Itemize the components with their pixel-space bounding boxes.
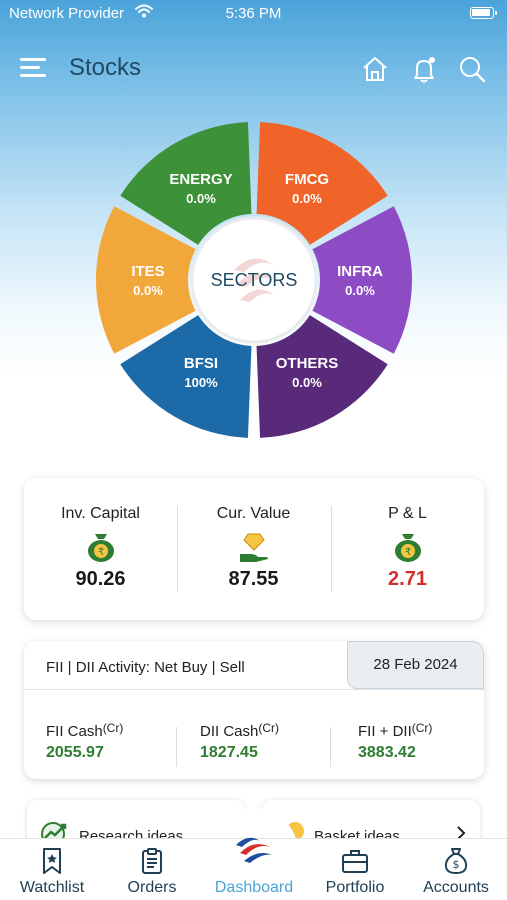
- tab-dashboard[interactable]: Dashboard: [204, 837, 304, 900]
- sector-value-label: 0.0%: [345, 283, 375, 298]
- page-title: Stocks: [69, 54, 142, 81]
- money-bag-dollar-icon: $: [442, 847, 470, 875]
- sector-value-label: 0.0%: [186, 191, 216, 206]
- inv-capital-label: Inv. Capital: [61, 505, 140, 522]
- pnl-value: 2.71: [388, 568, 427, 590]
- pnl-label: P & L: [388, 505, 427, 522]
- dii-cash-value: 1827.45: [200, 744, 258, 761]
- sectors-center-label: SECTORS: [211, 270, 298, 290]
- sector-name-label: FMCG: [285, 171, 329, 188]
- svg-text:$: $: [453, 858, 460, 871]
- carrier-name: Network Provider: [9, 5, 125, 22]
- divider: [176, 727, 177, 767]
- bell-icon[interactable]: [409, 54, 439, 84]
- sector-value-label: 0.0%: [292, 191, 322, 206]
- battery-icon: [470, 7, 497, 19]
- tab-accounts-label: Accounts: [423, 879, 489, 896]
- cur-value-value: 87.55: [228, 568, 279, 590]
- chevron-right-icon: [456, 826, 466, 845]
- sector-name-label: INFRA: [337, 263, 383, 280]
- svg-text:₹: ₹: [405, 547, 411, 558]
- clipboard-icon: [138, 847, 166, 875]
- sector-value-label: 100%: [184, 375, 218, 390]
- divider: [331, 506, 332, 592]
- fii-dii-sum-col: FII + DII(Cr) 3883.42: [358, 721, 432, 762]
- pnl-col: P & L ₹ 2.71: [331, 478, 484, 620]
- brand-logo-icon: [230, 831, 278, 871]
- inv-capital-col: Inv. Capital ₹ 90.26: [24, 478, 177, 620]
- portfolio-summary-card: Inv. Capital ₹ 90.26 Cur. Value 87.55 P …: [24, 478, 484, 620]
- sector-slice-ites[interactable]: [96, 206, 196, 354]
- tab-orders-label: Orders: [127, 879, 177, 896]
- sector-name-label: OTHERS: [276, 355, 339, 372]
- divider: [24, 689, 484, 690]
- sector-slice-energy[interactable]: [120, 122, 252, 245]
- tab-accounts[interactable]: $ Accounts: [406, 839, 506, 900]
- sectors-donut: ENERGY 0.0% FMCG 0.0% INFRA 0.0% OTHERS 0.0% BFS…: [96, 122, 412, 438]
- clock: 5:36 PM: [225, 5, 282, 22]
- fii-dii-date-button[interactable]: 28 Feb 2024: [347, 641, 484, 689]
- bottom-tab-bar: Watchlist Orders Dashboard: [0, 837, 507, 900]
- tab-portfolio-label: Portfolio: [325, 879, 385, 896]
- fii-cash-value: 2055.97: [46, 744, 104, 761]
- dii-cash-col: DII Cash(Cr) 1827.45: [200, 721, 279, 762]
- sector-value-label: 0.0%: [133, 283, 163, 298]
- sectors-chart: ENERGY 0.0% FMCG 0.0% INFRA 0.0% OTHERS 0.0% BFS…: [94, 120, 414, 440]
- money-bag-icon: ₹: [83, 530, 119, 564]
- app-header: Stocks: [0, 44, 507, 94]
- svg-text:₹: ₹: [98, 547, 104, 558]
- tab-portfolio[interactable]: Portfolio: [305, 839, 405, 900]
- sector-slice-others[interactable]: [256, 315, 388, 438]
- sector-name-label: ITES: [131, 263, 164, 280]
- wifi-icon: [135, 4, 153, 22]
- home-icon[interactable]: [360, 54, 390, 84]
- hand-diamond-icon: [236, 530, 272, 564]
- fii-dii-heading: FII | DII Activity: Net Buy | Sell: [46, 659, 245, 676]
- divider: [330, 727, 331, 767]
- cur-value-label: Cur. Value: [216, 505, 291, 522]
- inv-capital-value: 90.26: [75, 568, 126, 590]
- tab-watchlist[interactable]: Watchlist: [2, 839, 102, 900]
- dii-cash-label: DII Cash(Cr): [200, 721, 280, 740]
- money-bag-icon: ₹: [390, 530, 426, 564]
- tab-orders[interactable]: Orders: [102, 839, 202, 900]
- search-icon[interactable]: [457, 54, 487, 84]
- fii-dii-sum-value: 3883.42: [358, 744, 416, 761]
- sector-name-label: BFSI: [184, 355, 218, 372]
- tab-watchlist-label: Watchlist: [19, 879, 85, 896]
- menu-icon[interactable]: [20, 56, 50, 80]
- fii-cash-label: FII Cash(Cr): [46, 721, 124, 740]
- fii-dii-sum-label: FII + DII(Cr): [358, 721, 433, 740]
- sector-slice-fmcg[interactable]: [256, 122, 388, 245]
- fii-dii-card: FII | DII Activity: Net Buy | Sell 28 Fe…: [24, 641, 484, 779]
- status-bar: Network Provider 5:36 PM: [0, 0, 507, 28]
- fii-cash-col: FII Cash(Cr) 2055.97: [46, 721, 123, 762]
- cur-value-col: Cur. Value 87.55: [177, 478, 330, 620]
- sector-slice-bfsi[interactable]: [120, 315, 252, 438]
- brand-watermark-icon: [234, 258, 276, 302]
- sector-slice-infra[interactable]: [312, 206, 412, 354]
- bookmark-star-icon: [38, 847, 66, 875]
- tab-dashboard-label: Dashboard: [214, 879, 294, 896]
- briefcase-icon: [341, 847, 369, 875]
- divider: [177, 506, 178, 592]
- sector-name-label: ENERGY: [169, 171, 232, 188]
- sector-value-label: 0.0%: [292, 375, 322, 390]
